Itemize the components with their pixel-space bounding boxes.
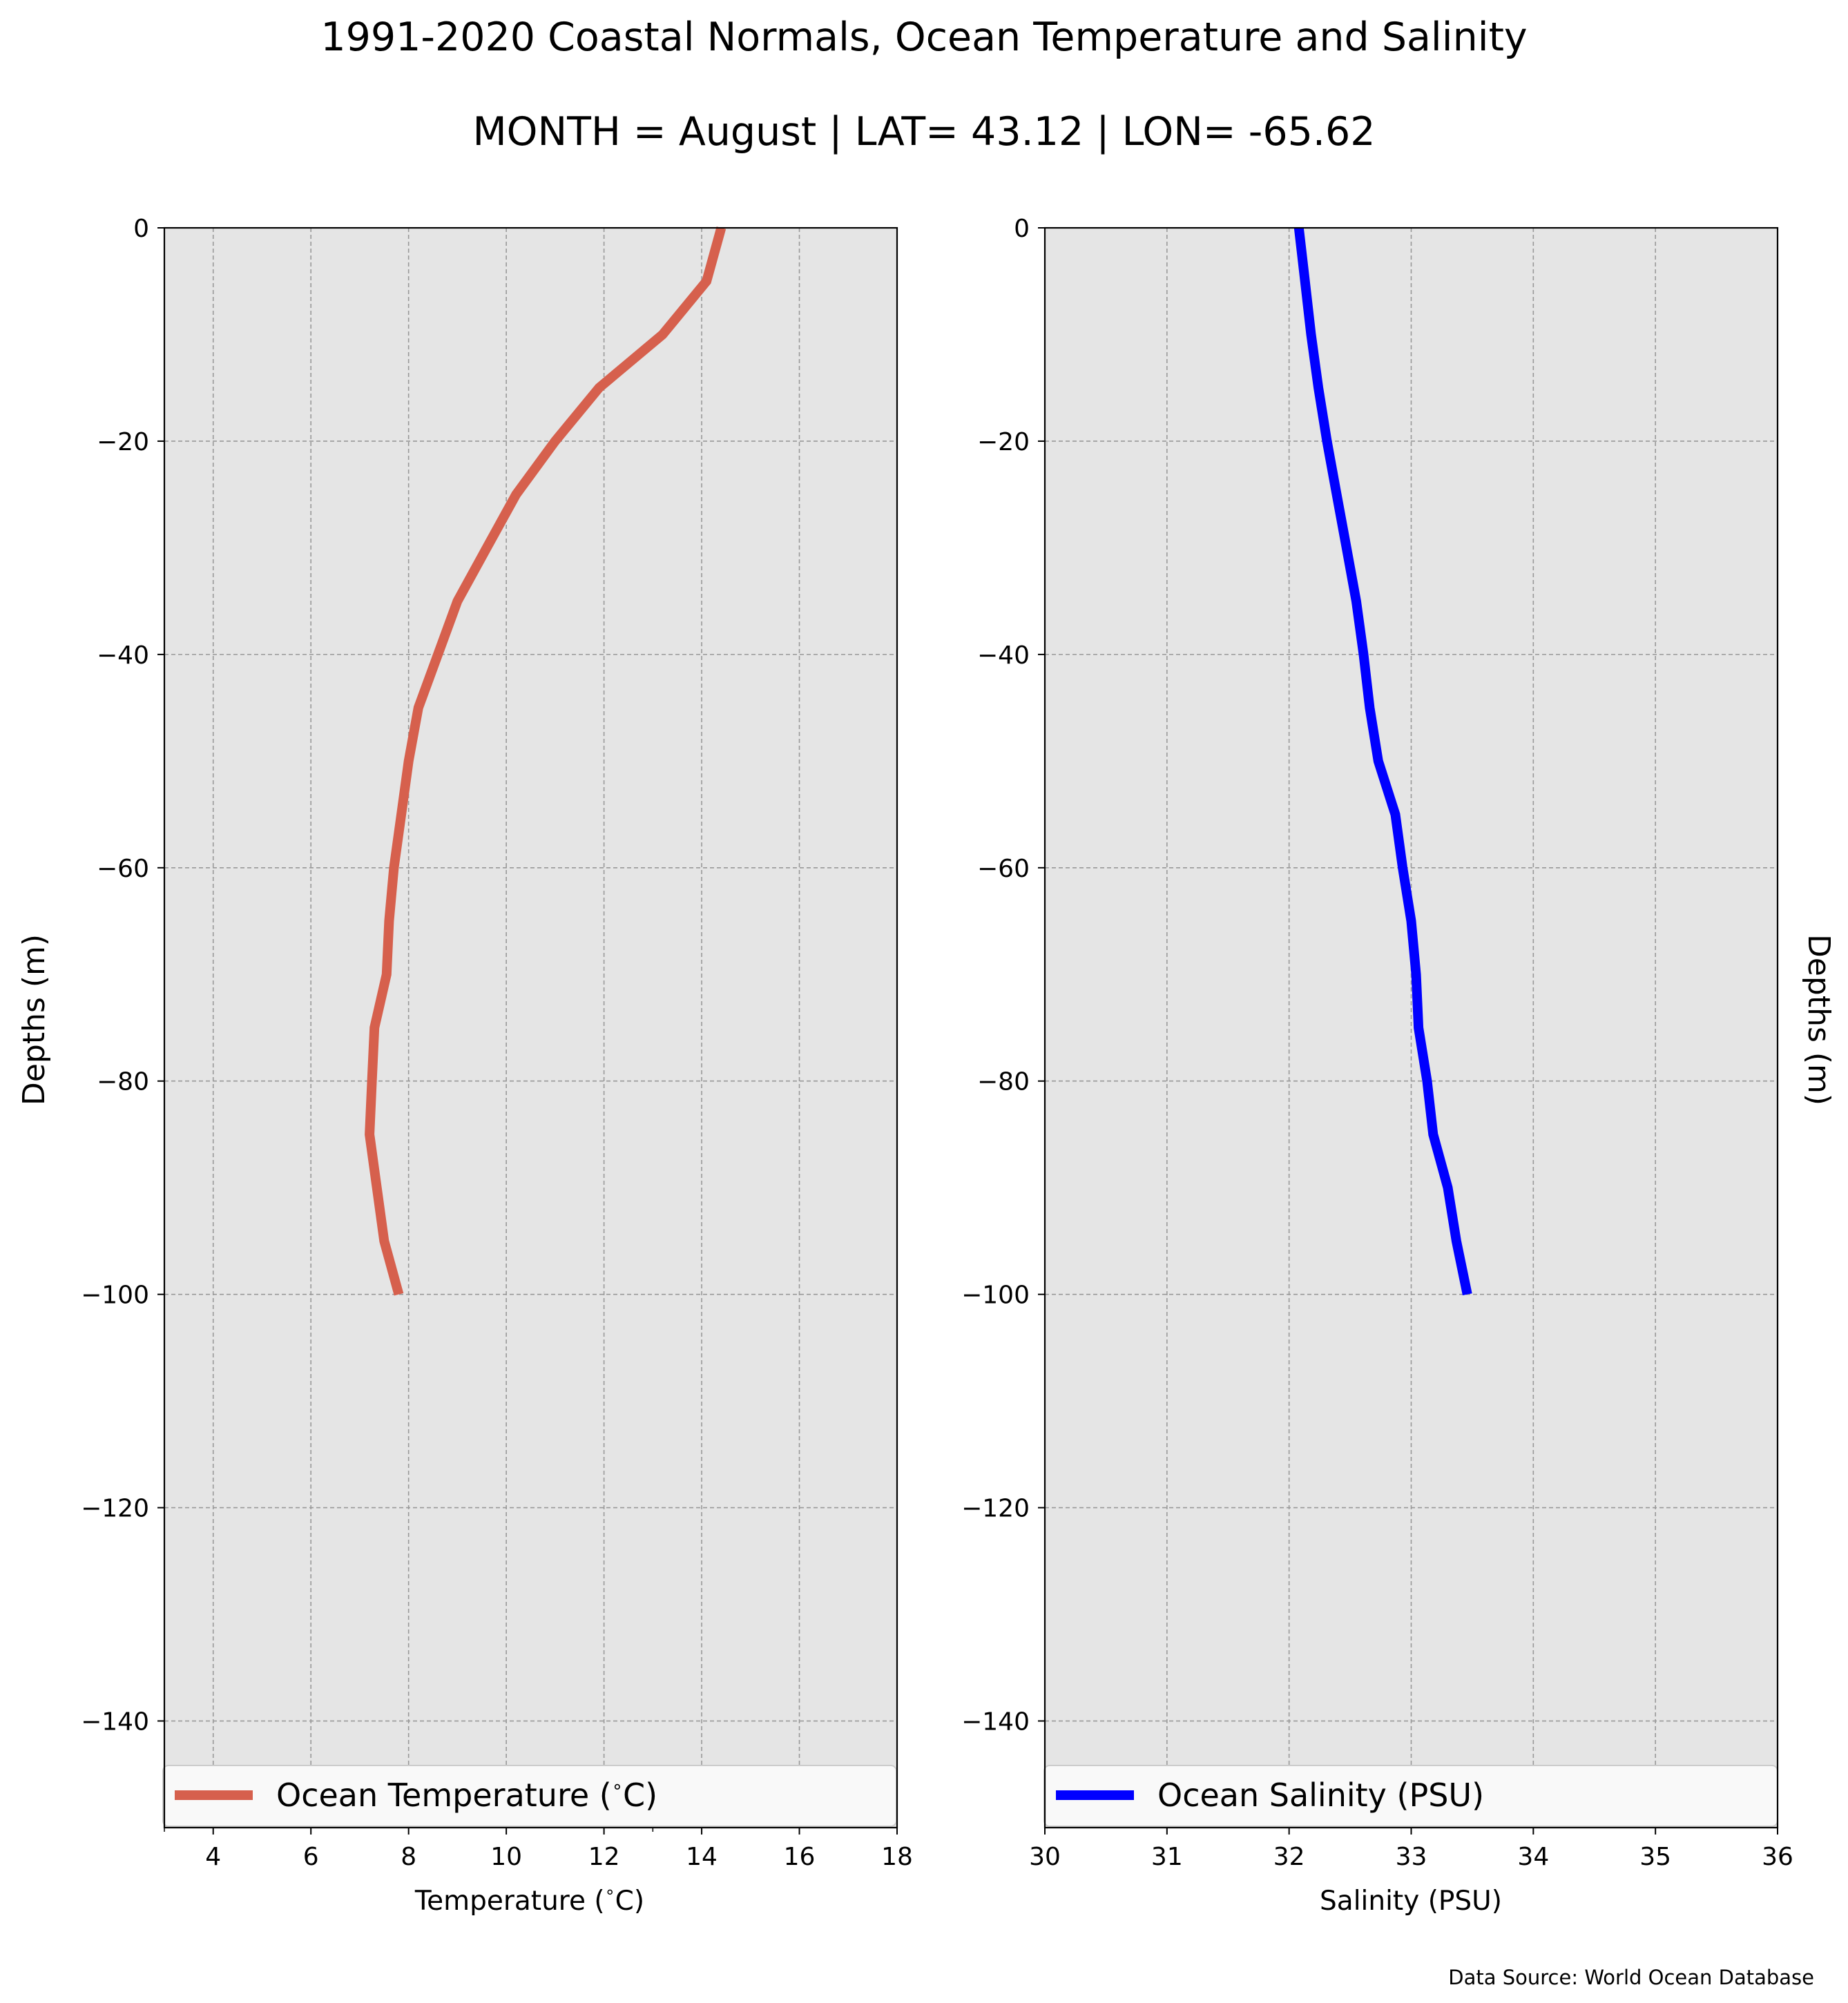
temperature-y-ticks: 0 −20 −40 −60 −80 −100 −120 −140 (81, 215, 164, 1736)
salinity-y-axis-label: Depths (m) (1801, 934, 1836, 1105)
temperature-x-tick-label: 14 (686, 1843, 718, 1871)
salinity-x-tick-label: 30 (1029, 1843, 1061, 1871)
temperature-legend: Ocean Temperature (∘C) (162, 1765, 897, 1827)
temperature-y-tick-label: −40 (97, 641, 149, 670)
salinity-y-tick-label: −40 (977, 641, 1030, 670)
temperature-y-tick-label: −60 (97, 855, 149, 883)
temperature-y-axis-label: Depths (m) (17, 934, 52, 1105)
temperature-x-tick-label: 16 (784, 1843, 816, 1871)
salinity-series-line (1293, 227, 1472, 1296)
salinity-y-tick-label: −140 (961, 1708, 1030, 1736)
salinity-grid (1044, 227, 1778, 1828)
temperature-axes-frame (163, 226, 898, 1829)
salinity-x-tick-label: 33 (1396, 1843, 1427, 1871)
temperature-legend-label: Ocean Temperature (∘C) (276, 1777, 657, 1814)
temperature-plot-area (164, 228, 897, 1828)
salinity-panel: Ocean Salinity (PSU) 30 31 32 33 34 35 36 0 −20… (961, 215, 1836, 1917)
temperature-x-tick-label: 12 (588, 1843, 620, 1871)
salinity-y-tick-label: −20 (977, 428, 1030, 456)
temperature-x-tick-label: 8 (401, 1843, 416, 1871)
temperature-series-line (365, 226, 726, 1296)
salinity-x-tick-label: 32 (1273, 1843, 1305, 1871)
temperature-x-axis-label: Temperature (∘C) (414, 1882, 644, 1917)
salinity-y-ticks: 0 −20 −40 −60 −80 −100 −120 −140 (961, 215, 1045, 1736)
salinity-x-axis-label: Salinity (PSU) (1320, 1886, 1502, 1917)
temperature-y-tick-label: −20 (97, 428, 149, 456)
temperature-panel: Ocean Temperature (∘C) 4 6 8 10 12 14 16 18 0 −2… (17, 215, 913, 1917)
temperature-series (365, 226, 726, 1296)
salinity-plot-area (1045, 228, 1778, 1828)
temperature-x-tick-label: 10 (490, 1843, 522, 1871)
salinity-y-tick-label: −120 (961, 1495, 1030, 1523)
salinity-y-tick-label: 0 (1014, 215, 1030, 243)
salinity-x-ticks: 30 31 32 33 34 35 36 (1029, 1828, 1793, 1871)
temperature-y-tick-label: −80 (97, 1068, 149, 1096)
temperature-y-tick-label: 0 (133, 215, 149, 243)
temperature-y-tick-label: −100 (81, 1281, 149, 1310)
salinity-x-tick-label: 34 (1517, 1843, 1549, 1871)
salinity-x-tick-label: 31 (1151, 1843, 1183, 1871)
salinity-legend-label: Ocean Salinity (PSU) (1157, 1777, 1484, 1814)
chart-title: 1991-2020 Coastal Normals, Ocean Tempera… (320, 14, 1527, 60)
salinity-y-tick-label: −60 (977, 855, 1030, 883)
temperature-y-tick-label: −140 (81, 1708, 149, 1736)
salinity-legend: Ocean Salinity (PSU) (1043, 1765, 1778, 1827)
temperature-y-tick-label: −120 (81, 1495, 149, 1523)
temperature-x-ticks: 4 6 8 10 12 14 16 18 (164, 1828, 913, 1871)
temperature-x-tick-label: 6 (303, 1843, 319, 1871)
temperature-x-tick-label: 4 (205, 1843, 221, 1871)
salinity-y-tick-label: −100 (961, 1281, 1030, 1310)
temperature-grid (164, 227, 898, 1828)
data-source-note: Data Source: World Ocean Database (1448, 1966, 1814, 1989)
salinity-x-tick-label: 35 (1639, 1843, 1671, 1871)
salinity-y-tick-label: −80 (977, 1068, 1030, 1096)
temperature-x-tick-label: 18 (881, 1843, 913, 1871)
chart-subtitle: MONTH = August | LAT= 43.12 | LON= -65.6… (472, 109, 1375, 155)
salinity-series (1293, 227, 1472, 1296)
temperature-axes (163, 226, 898, 1829)
salinity-x-tick-label: 36 (1762, 1843, 1793, 1871)
